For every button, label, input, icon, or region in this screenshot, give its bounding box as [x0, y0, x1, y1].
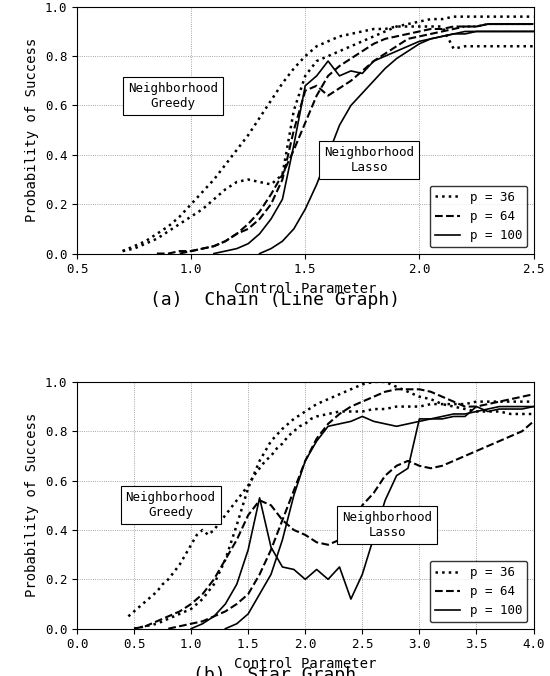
- X-axis label: Control Parameter: Control Parameter: [234, 657, 376, 671]
- Text: (a)  Chain (Line Graph): (a) Chain (Line Graph): [150, 291, 400, 309]
- Legend: p = 36, p = 64, p = 100: p = 36, p = 64, p = 100: [430, 561, 527, 623]
- Text: Neighborhood
Greedy: Neighborhood Greedy: [128, 82, 218, 110]
- Y-axis label: Probability of Success: Probability of Success: [25, 38, 39, 222]
- Y-axis label: Probability of Success: Probability of Success: [25, 413, 39, 598]
- Text: Neighborhood
Lasso: Neighborhood Lasso: [324, 146, 414, 174]
- Text: Neighborhood
Greedy: Neighborhood Greedy: [125, 491, 216, 519]
- X-axis label: Control Parameter: Control Parameter: [234, 282, 376, 296]
- Legend: p = 36, p = 64, p = 100: p = 36, p = 64, p = 100: [430, 186, 527, 247]
- Text: Neighborhood
Lasso: Neighborhood Lasso: [343, 511, 432, 539]
- Text: (b)  Star Graph: (b) Star Graph: [194, 666, 356, 676]
